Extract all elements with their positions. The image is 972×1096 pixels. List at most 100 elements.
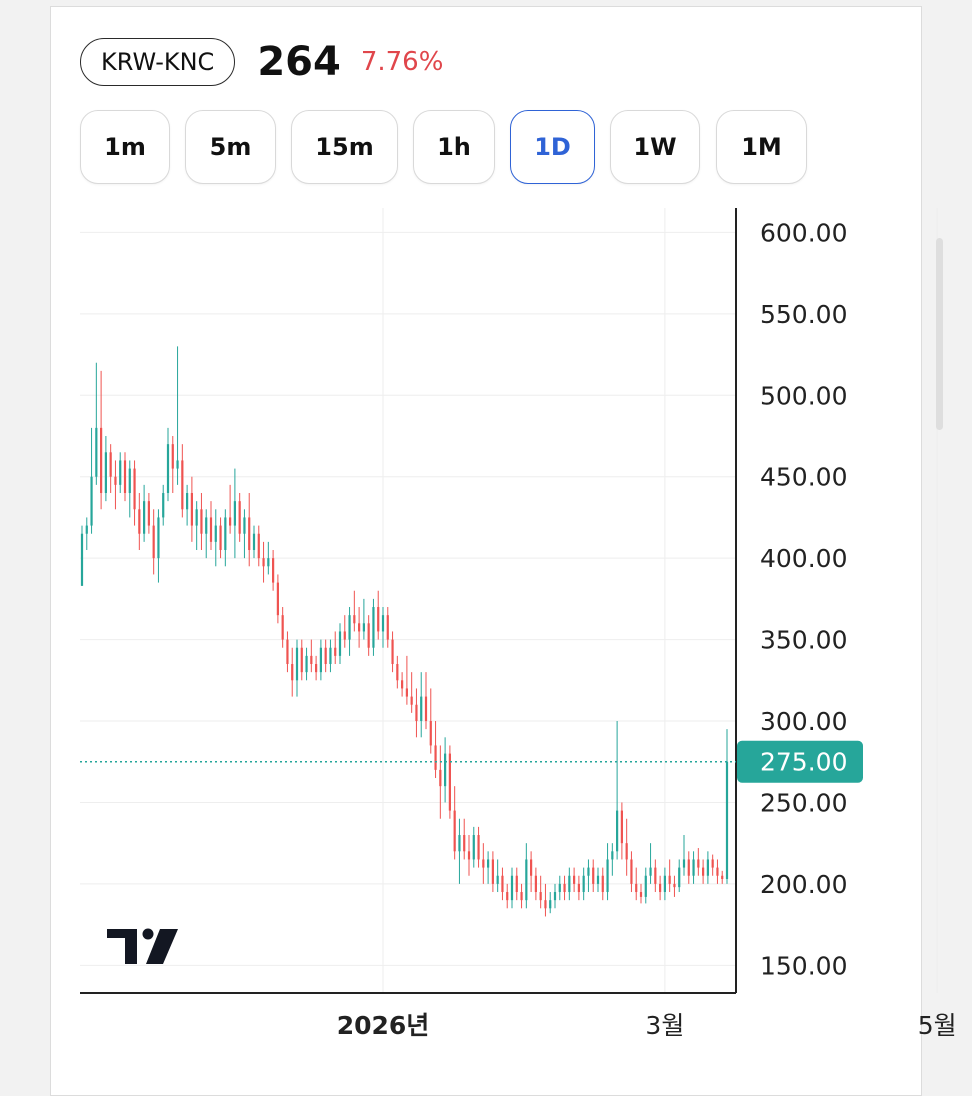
candle[interactable] bbox=[716, 859, 719, 884]
candle[interactable] bbox=[530, 851, 533, 893]
candle[interactable] bbox=[396, 655, 399, 689]
candle[interactable] bbox=[262, 541, 265, 583]
candle[interactable] bbox=[611, 843, 614, 876]
candle[interactable] bbox=[95, 362, 98, 485]
candle[interactable] bbox=[205, 509, 208, 559]
candle[interactable] bbox=[377, 590, 380, 640]
candle[interactable] bbox=[109, 444, 112, 494]
candle[interactable] bbox=[238, 493, 241, 542]
candle[interactable] bbox=[482, 843, 485, 884]
candle[interactable] bbox=[367, 615, 370, 656]
candle[interactable] bbox=[444, 737, 447, 803]
candle[interactable] bbox=[114, 460, 117, 510]
candle[interactable] bbox=[687, 851, 690, 884]
candle[interactable] bbox=[386, 607, 389, 648]
candle[interactable] bbox=[467, 835, 471, 876]
candle[interactable] bbox=[100, 370, 103, 510]
candle[interactable] bbox=[281, 607, 284, 648]
candle[interactable] bbox=[587, 859, 590, 893]
candle[interactable] bbox=[171, 436, 174, 494]
candle[interactable] bbox=[243, 509, 246, 559]
candle[interactable] bbox=[606, 843, 609, 901]
candle[interactable] bbox=[682, 835, 686, 876]
candle[interactable] bbox=[501, 867, 504, 901]
candle[interactable] bbox=[248, 493, 251, 567]
candle[interactable] bbox=[573, 867, 576, 893]
candle[interactable] bbox=[138, 493, 141, 551]
candle[interactable] bbox=[162, 484, 165, 526]
candle[interactable] bbox=[549, 892, 552, 914]
candle[interactable] bbox=[616, 721, 619, 860]
candle[interactable] bbox=[697, 848, 700, 876]
candle[interactable] bbox=[133, 460, 136, 526]
candle[interactable] bbox=[458, 818, 461, 884]
candle[interactable] bbox=[186, 484, 189, 526]
candle[interactable] bbox=[190, 476, 193, 542]
candle[interactable] bbox=[391, 631, 394, 673]
candle[interactable] bbox=[625, 818, 628, 876]
candle[interactable] bbox=[381, 607, 385, 648]
tab-15m[interactable]: 15m bbox=[291, 110, 398, 184]
candle[interactable] bbox=[673, 875, 676, 897]
tab-1m-month[interactable]: 1M bbox=[716, 110, 807, 184]
candle[interactable] bbox=[291, 647, 294, 697]
candle[interactable] bbox=[224, 509, 227, 567]
candle[interactable] bbox=[166, 427, 170, 502]
candle[interactable] bbox=[563, 875, 566, 901]
candle[interactable] bbox=[678, 859, 681, 893]
candle[interactable] bbox=[601, 867, 604, 901]
candle[interactable] bbox=[157, 509, 160, 583]
candle[interactable] bbox=[181, 444, 184, 518]
candle[interactable] bbox=[420, 672, 423, 738]
candle[interactable] bbox=[491, 851, 494, 893]
candle[interactable] bbox=[544, 883, 547, 917]
candle[interactable] bbox=[553, 883, 557, 909]
candle[interactable] bbox=[214, 509, 217, 567]
candle[interactable] bbox=[334, 631, 337, 665]
candle[interactable] bbox=[176, 346, 179, 485]
candle[interactable] bbox=[596, 867, 600, 893]
candle[interactable] bbox=[659, 875, 662, 901]
candle[interactable] bbox=[257, 525, 260, 567]
candle[interactable] bbox=[353, 590, 356, 632]
candle[interactable] bbox=[568, 867, 571, 901]
candle[interactable] bbox=[152, 509, 155, 575]
candle[interactable] bbox=[348, 607, 351, 656]
scrollbar[interactable] bbox=[936, 238, 943, 430]
tab-1w[interactable]: 1W bbox=[610, 110, 700, 184]
candle[interactable] bbox=[639, 883, 643, 904]
candle[interactable] bbox=[252, 525, 256, 559]
candle[interactable] bbox=[233, 468, 236, 559]
candle[interactable] bbox=[510, 867, 514, 909]
candle[interactable] bbox=[343, 615, 346, 648]
candle[interactable] bbox=[295, 639, 299, 697]
candle[interactable] bbox=[300, 639, 303, 681]
candle[interactable] bbox=[401, 672, 404, 697]
candle[interactable] bbox=[324, 639, 327, 673]
candle[interactable] bbox=[520, 883, 523, 909]
candle[interactable] bbox=[272, 550, 275, 591]
candle[interactable] bbox=[472, 826, 475, 868]
candle[interactable] bbox=[506, 883, 509, 909]
candle[interactable] bbox=[267, 541, 270, 575]
candle[interactable] bbox=[439, 745, 442, 819]
candle[interactable] bbox=[654, 859, 657, 893]
candle[interactable] bbox=[310, 639, 313, 673]
candle[interactable] bbox=[721, 870, 724, 884]
candle[interactable] bbox=[592, 859, 595, 893]
candle[interactable] bbox=[415, 688, 418, 738]
candle[interactable] bbox=[477, 826, 480, 868]
candle[interactable] bbox=[725, 729, 729, 884]
candle[interactable] bbox=[429, 688, 432, 754]
candle[interactable] bbox=[496, 859, 499, 893]
candle[interactable] bbox=[558, 875, 561, 901]
candle[interactable] bbox=[410, 672, 413, 713]
candle[interactable] bbox=[692, 851, 695, 884]
candle[interactable] bbox=[663, 867, 666, 901]
candle[interactable] bbox=[80, 525, 84, 586]
candle[interactable] bbox=[305, 647, 308, 681]
candle[interactable] bbox=[286, 631, 289, 673]
candle[interactable] bbox=[85, 517, 88, 551]
candle[interactable] bbox=[644, 867, 647, 904]
candle[interactable] bbox=[362, 598, 365, 640]
